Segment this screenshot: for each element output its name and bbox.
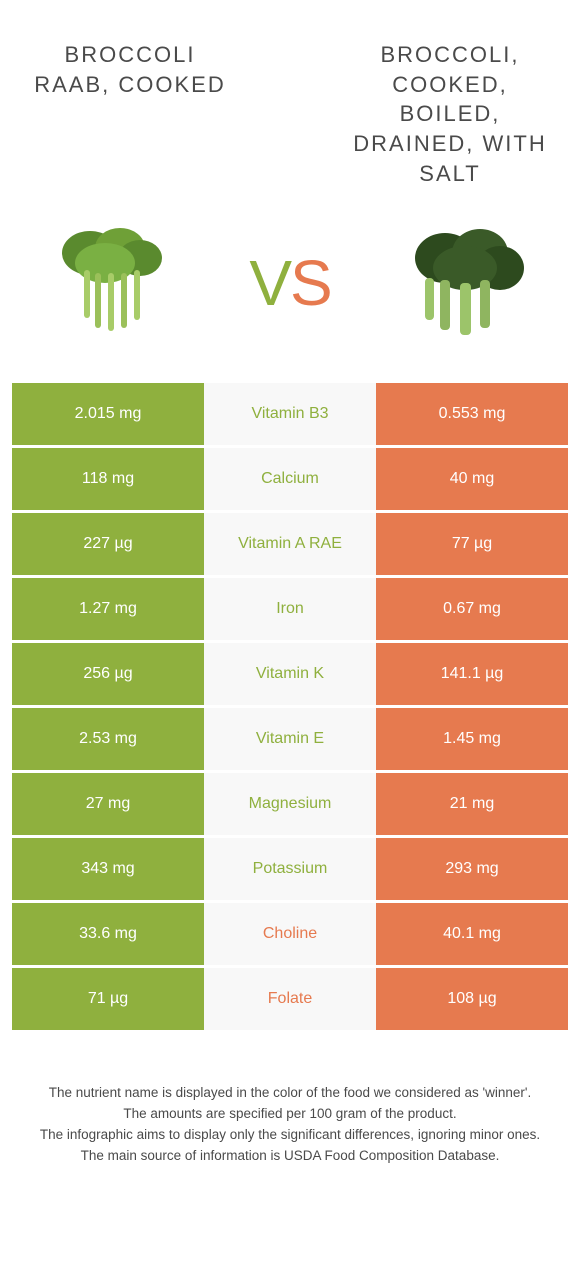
header: Broccoli raab, cooked Broccoli, cooked, … — [0, 0, 580, 198]
footer-line: The amounts are specified per 100 gram o… — [20, 1104, 560, 1125]
vs-s: S — [290, 247, 331, 319]
nutrient-name: Calcium — [204, 448, 376, 510]
left-value: 2.015 mg — [12, 383, 204, 445]
nutrient-name: Choline — [204, 903, 376, 965]
table-row: 71 µgFolate108 µg — [12, 968, 568, 1030]
left-value: 2.53 mg — [12, 708, 204, 770]
table-row: 27 mgMagnesium21 mg — [12, 773, 568, 835]
left-value: 71 µg — [12, 968, 204, 1030]
left-food-image — [30, 213, 200, 353]
left-value: 1.27 mg — [12, 578, 204, 640]
table-row: 2.015 mgVitamin B30.553 mg — [12, 383, 568, 445]
right-value: 0.67 mg — [376, 578, 568, 640]
table-row: 227 µgVitamin A RAE77 µg — [12, 513, 568, 575]
right-food-image — [380, 213, 550, 353]
table-row: 2.53 mgVitamin E1.45 mg — [12, 708, 568, 770]
vs-v: V — [249, 247, 290, 319]
left-value: 27 mg — [12, 773, 204, 835]
nutrient-name: Magnesium — [204, 773, 376, 835]
right-value: 40.1 mg — [376, 903, 568, 965]
table-row: 343 mgPotassium293 mg — [12, 838, 568, 900]
right-value: 40 mg — [376, 448, 568, 510]
right-food-title: Broccoli, cooked, boiled, drained, with … — [350, 40, 550, 188]
broccoli-raab-icon — [40, 218, 190, 348]
footer-line: The main source of information is USDA F… — [20, 1146, 560, 1167]
left-value: 118 mg — [12, 448, 204, 510]
table-row: 33.6 mgCholine40.1 mg — [12, 903, 568, 965]
table-row: 1.27 mgIron0.67 mg — [12, 578, 568, 640]
left-value: 256 µg — [12, 643, 204, 705]
footer-line: The infographic aims to display only the… — [20, 1125, 560, 1146]
left-value: 227 µg — [12, 513, 204, 575]
table-row: 256 µgVitamin K141.1 µg — [12, 643, 568, 705]
right-value: 141.1 µg — [376, 643, 568, 705]
footer-line: The nutrient name is displayed in the co… — [20, 1083, 560, 1104]
nutrient-name: Vitamin E — [204, 708, 376, 770]
vs-label: VS — [249, 246, 330, 320]
nutrient-name: Potassium — [204, 838, 376, 900]
table-row: 118 mgCalcium40 mg — [12, 448, 568, 510]
nutrient-name: Vitamin A RAE — [204, 513, 376, 575]
nutrient-name: Vitamin K — [204, 643, 376, 705]
images-row: VS — [0, 198, 580, 383]
right-value: 77 µg — [376, 513, 568, 575]
nutrient-name: Vitamin B3 — [204, 383, 376, 445]
footer-notes: The nutrient name is displayed in the co… — [0, 1033, 580, 1167]
left-value: 343 mg — [12, 838, 204, 900]
left-food-title: Broccoli raab, cooked — [30, 40, 230, 99]
nutrient-name: Folate — [204, 968, 376, 1030]
right-value: 0.553 mg — [376, 383, 568, 445]
nutrient-name: Iron — [204, 578, 376, 640]
nutrient-table: 2.015 mgVitamin B30.553 mg118 mgCalcium4… — [0, 383, 580, 1030]
left-value: 33.6 mg — [12, 903, 204, 965]
right-value: 21 mg — [376, 773, 568, 835]
right-value: 108 µg — [376, 968, 568, 1030]
right-value: 293 mg — [376, 838, 568, 900]
right-value: 1.45 mg — [376, 708, 568, 770]
broccoli-icon — [390, 218, 540, 348]
